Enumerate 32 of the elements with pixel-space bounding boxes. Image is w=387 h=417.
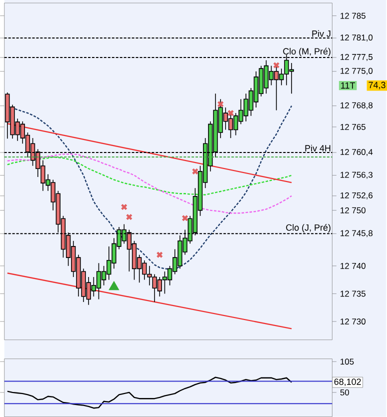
y-tick-label: 12 785 xyxy=(340,12,366,19)
point xyxy=(120,204,128,210)
y-tick-label: 50 xyxy=(340,389,349,396)
point xyxy=(156,251,163,258)
y-tick-label: 12 760,4 xyxy=(340,149,373,156)
text: 74,3 xyxy=(368,82,386,90)
text: 11T xyxy=(341,82,355,89)
y-tick-label: 12 775,0 xyxy=(340,68,372,75)
point xyxy=(217,100,224,108)
y-tick-label: 12 740 xyxy=(340,262,366,269)
y-tick-label: 105 xyxy=(340,358,354,365)
y-tick-label: 12 730 xyxy=(340,318,366,324)
point xyxy=(182,214,188,222)
point xyxy=(227,110,234,116)
point xyxy=(272,62,280,69)
y-tick-label: 12 768,8 xyxy=(340,102,372,110)
y-tick-label: 12 752,6 xyxy=(340,192,372,200)
y-tick-label: 12 745,8 xyxy=(340,230,372,238)
ref-line-label: Clo (J, Pré) xyxy=(286,224,330,232)
y-tick-label: 12 777,5 xyxy=(340,54,372,61)
ref-line-label: Piv J xyxy=(312,30,330,37)
y-tick-label: 12 781,0 xyxy=(340,34,372,42)
point xyxy=(192,168,198,175)
y-tick-label: 12 765 xyxy=(340,124,366,130)
y-tick-label: 12 735 xyxy=(340,290,366,297)
ref-line-label: Piv 4H xyxy=(305,144,330,152)
point xyxy=(126,214,132,220)
text: 68,102 xyxy=(334,378,361,386)
y-tick-label: 12 756,3 xyxy=(340,172,372,179)
ref-line-label: Clo (M, Pré) xyxy=(283,48,330,56)
point xyxy=(109,282,118,290)
y-tick-label: 12 750 xyxy=(340,207,366,214)
